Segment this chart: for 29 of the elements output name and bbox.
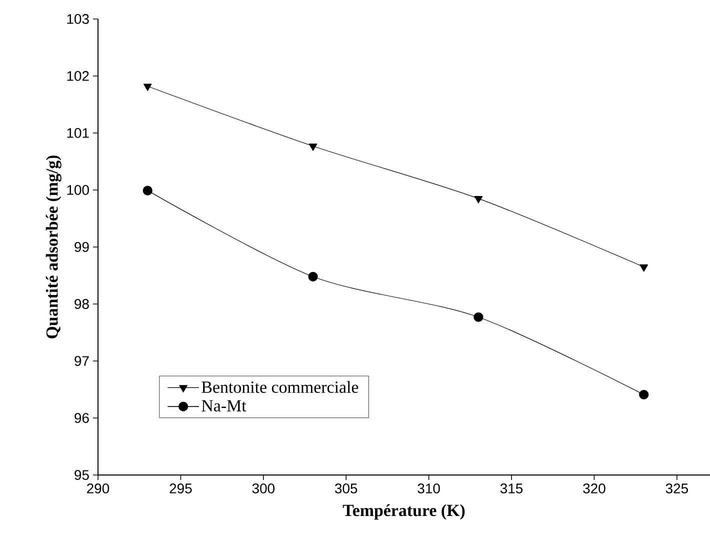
x-tick-label: 295 [170, 484, 192, 494]
y-tick-label: 102 [67, 71, 89, 81]
x-tick-label: 300 [252, 484, 274, 494]
x-tick-label: 325 [666, 484, 688, 494]
y-axis-title: Quantité adsorbée (mg/g) [46, 156, 62, 338]
point [143, 84, 152, 92]
legend-label: Na-Mt [202, 400, 246, 412]
y-tick-label: 101 [67, 128, 89, 138]
y-tick-label: 95 [74, 470, 89, 480]
point [640, 264, 648, 272]
point [308, 272, 318, 282]
x-tick-label: 320 [583, 484, 606, 494]
y-tick-label: 97 [74, 356, 89, 366]
point [308, 144, 318, 151]
point [474, 312, 484, 322]
x-tick-label: 310 [418, 484, 440, 494]
x-tick-label: 305 [335, 484, 358, 494]
point [639, 390, 649, 400]
x-axis-title: Température (K) [342, 504, 465, 520]
point [142, 186, 152, 196]
legend-label: Bentonite commerciale [202, 380, 358, 393]
y-tick-label: 96 [74, 413, 89, 423]
y-tick-label: 98 [74, 299, 89, 309]
x-tick-label: 290 [87, 484, 110, 494]
y-tick-label: 99 [74, 242, 89, 252]
point [474, 196, 483, 204]
y-tick-label: 100 [67, 185, 89, 195]
y-tick-label: 103 [67, 14, 89, 24]
x-tick-label: 315 [500, 484, 523, 494]
